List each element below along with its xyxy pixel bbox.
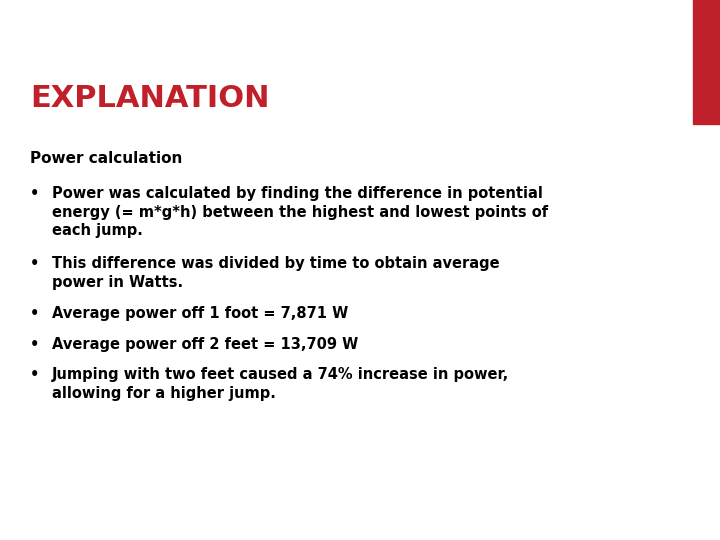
Text: •: • xyxy=(30,256,40,271)
Text: Power calculation: Power calculation xyxy=(30,151,183,166)
Text: EXPLANATION: EXPLANATION xyxy=(30,84,270,113)
Text: •: • xyxy=(30,306,40,321)
Text: Average power off 1 foot = 7,871 W: Average power off 1 foot = 7,871 W xyxy=(52,306,348,321)
Text: Average power off 2 feet = 13,709 W: Average power off 2 feet = 13,709 W xyxy=(52,337,358,352)
Text: •: • xyxy=(30,367,40,382)
Text: Jumping with two feet caused a 74% increase in power,
allowing for a higher jump: Jumping with two feet caused a 74% incre… xyxy=(52,367,509,401)
Text: Power was calculated by finding the difference in potential
energy (= m*g*h) bet: Power was calculated by finding the diff… xyxy=(52,186,548,239)
Text: •: • xyxy=(30,186,40,201)
Text: •: • xyxy=(30,337,40,352)
Text: This difference was divided by time to obtain average
power in Watts.: This difference was divided by time to o… xyxy=(52,256,500,290)
